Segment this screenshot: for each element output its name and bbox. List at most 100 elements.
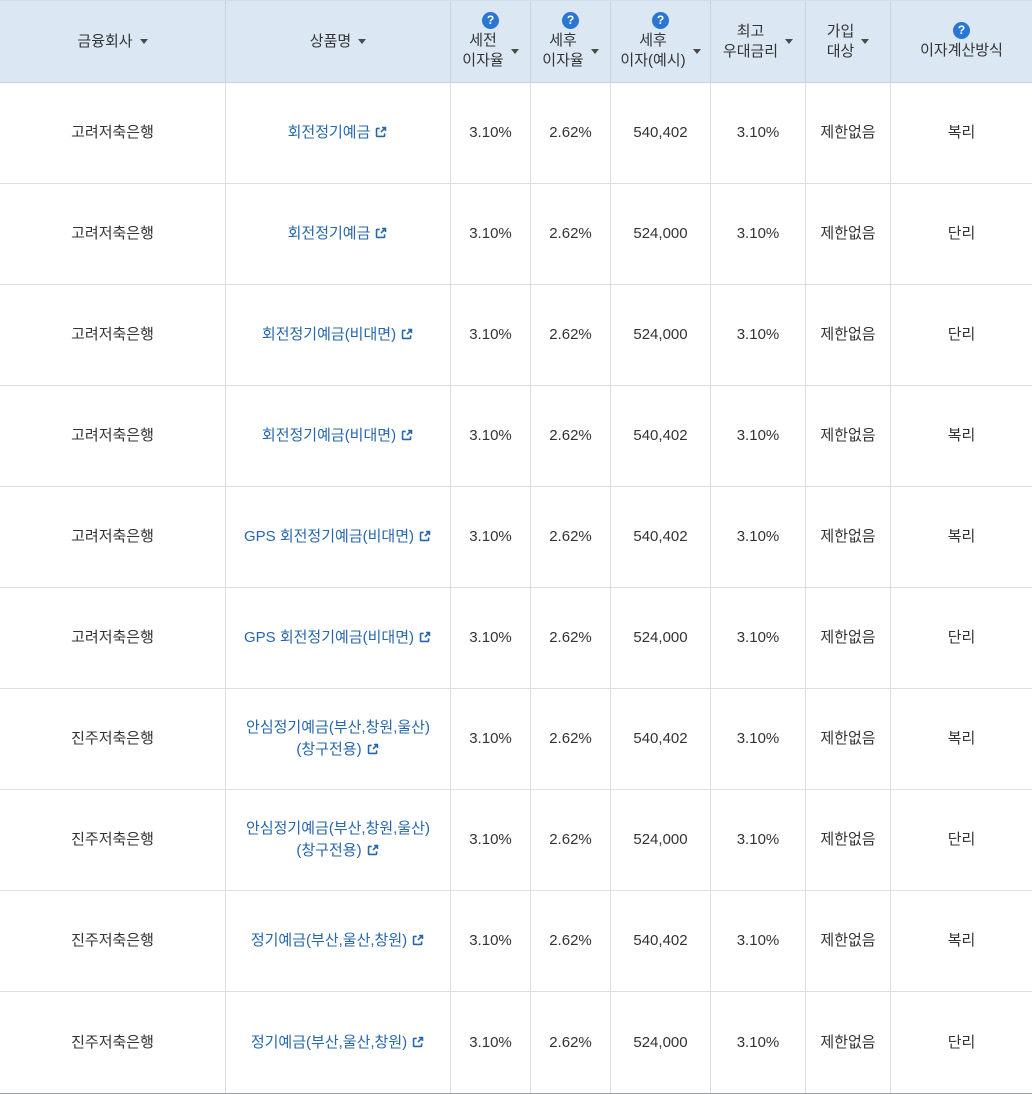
sort-descending-icon[interactable]	[692, 48, 701, 54]
cell-max-preferential-rate: 3.10%	[711, 487, 806, 587]
table-header-row: 금융회사 상품명? 세전 이자율? 세후 이자율? 세후 이자(예시) 최고 우대금리 가입 대상 ? 이…	[0, 1, 1032, 83]
external-link-icon[interactable]	[374, 125, 388, 139]
external-link-icon[interactable]	[374, 226, 388, 240]
cell-max-preferential-rate: 3.10%	[711, 891, 806, 991]
cell-pretax-rate: 3.10%	[451, 83, 531, 183]
external-link-icon[interactable]	[418, 529, 432, 543]
cell-product: 안심정기예금(부산,창원,울산) (창구전용)	[226, 790, 451, 890]
help-icon[interactable]: ?	[562, 12, 579, 29]
cell-posttax-rate: 2.62%	[531, 285, 611, 385]
cell-company: 고려저축은행	[0, 184, 226, 284]
column-header-product[interactable]: 상품명	[226, 1, 451, 82]
sort-descending-icon[interactable]	[510, 48, 519, 54]
cell-posttax-rate: 2.62%	[531, 588, 611, 688]
column-header-label: 세후 이자(예시)	[620, 32, 686, 69]
cell-product: GPS 회전정기예금(비대면)	[226, 487, 451, 587]
cell-eligibility: 제한없음	[806, 790, 891, 890]
column-header-eligibility[interactable]: 가입 대상	[806, 1, 891, 82]
cell-posttax-interest: 524,000	[611, 992, 711, 1093]
table-row: 진주저축은행 정기예금(부산,울산,창원) 3.10% 2.62% 540,402 3.1…	[0, 891, 1032, 992]
cell-pretax-rate: 3.10%	[451, 992, 531, 1093]
table-row: 고려저축은행 회전정기예금 3.10% 2.62% 540,402 3.10% 제한없음 복리	[0, 83, 1032, 184]
cell-company: 고려저축은행	[0, 386, 226, 486]
product-link[interactable]: 정기예금(부산,울산,창원)	[251, 930, 425, 952]
cell-product: 정기예금(부산,울산,창원)	[226, 992, 451, 1093]
cell-product: 회전정기예금	[226, 83, 451, 183]
cell-pretax-rate: 3.10%	[451, 689, 531, 789]
cell-interest-method: 복리	[947, 730, 976, 747]
cell-eligibility: 제한없음	[806, 285, 891, 385]
cell-eligibility: 제한없음	[806, 83, 891, 183]
cell-posttax-rate: 2.62%	[531, 689, 611, 789]
external-link-icon[interactable]	[411, 933, 425, 947]
cell-eligibility: 제한없음	[806, 891, 891, 991]
cell-company: 고려저축은행	[0, 83, 226, 183]
cell-posttax-interest: 524,000	[611, 588, 711, 688]
cell-max-preferential-rate: 3.10%	[711, 285, 806, 385]
product-link[interactable]: 회전정기예금	[288, 122, 389, 144]
column-header-label: 금융회사	[77, 32, 133, 50]
product-link[interactable]: 회전정기예금(비대면)	[262, 425, 414, 447]
cell-company: 진주저축은행	[0, 992, 226, 1093]
column-header-label: 가입 대상	[826, 22, 855, 60]
cell-company: 고려저축은행	[0, 285, 226, 385]
cell-interest-method: 단리	[947, 629, 976, 646]
product-link[interactable]: 안심정기예금(부산,창원,울산) (창구전용)	[246, 820, 430, 859]
cell-posttax-rate: 2.62%	[531, 184, 611, 284]
cell-interest-method: 복리	[947, 427, 976, 444]
cell-product: 회전정기예금	[226, 184, 451, 284]
cell-pretax-rate: 3.10%	[451, 184, 531, 284]
cell-posttax-interest: 540,402	[611, 83, 711, 183]
sort-descending-icon[interactable]	[590, 48, 599, 54]
product-link[interactable]: 안심정기예금(부산,창원,울산) (창구전용)	[246, 719, 430, 758]
cell-max-preferential-rate: 3.10%	[711, 184, 806, 284]
external-link-icon[interactable]	[400, 327, 414, 341]
product-link[interactable]: 회전정기예금(비대면)	[262, 324, 414, 346]
column-header-pretax-rate[interactable]: ? 세전 이자율	[451, 1, 531, 82]
cell-posttax-rate: 2.62%	[531, 386, 611, 486]
cell-pretax-rate: 3.10%	[451, 588, 531, 688]
cell-posttax-interest: 524,000	[611, 790, 711, 890]
cell-company: 고려저축은행	[0, 588, 226, 688]
help-icon[interactable]: ?	[652, 12, 669, 29]
column-header-posttax-interest[interactable]: ? 세후 이자(예시)	[611, 1, 711, 82]
cell-max-preferential-rate: 3.10%	[711, 790, 806, 890]
cell-posttax-rate: 2.62%	[531, 83, 611, 183]
help-icon[interactable]: ?	[482, 12, 499, 29]
column-header-interest-method[interactable]: ? 이자계산방식	[891, 1, 1032, 82]
cell-interest-method: 단리	[947, 1033, 976, 1051]
cell-posttax-interest: 540,402	[611, 487, 711, 587]
external-link-icon[interactable]	[418, 630, 432, 644]
column-header-posttax-rate[interactable]: ? 세후 이자율	[531, 1, 611, 82]
cell-pretax-rate: 3.10%	[451, 891, 531, 991]
cell-max-preferential-rate: 3.10%	[711, 992, 806, 1093]
cell-company: 고려저축은행	[0, 487, 226, 587]
column-header-company[interactable]: 금융회사	[0, 1, 226, 82]
help-icon[interactable]: ?	[953, 22, 970, 39]
cell-max-preferential-rate: 3.10%	[711, 83, 806, 183]
cell-company: 진주저축은행	[0, 689, 226, 789]
sort-descending-icon[interactable]	[139, 39, 148, 44]
sort-descending-icon[interactable]	[785, 39, 794, 44]
cell-product: 회전정기예금(비대면)	[226, 386, 451, 486]
external-link-icon[interactable]	[366, 843, 380, 857]
cell-posttax-interest: 524,000	[611, 285, 711, 385]
sort-descending-icon[interactable]	[861, 39, 870, 44]
cell-eligibility: 제한없음	[806, 184, 891, 284]
cell-product: 안심정기예금(부산,창원,울산) (창구전용)	[226, 689, 451, 789]
table-row: 고려저축은행 회전정기예금(비대면) 3.10% 2.62% 524,000 3.10% 제…	[0, 285, 1032, 386]
sort-descending-icon[interactable]	[358, 39, 367, 44]
external-link-icon[interactable]	[400, 428, 414, 442]
column-header-max-preferential-rate[interactable]: 최고 우대금리	[711, 1, 806, 82]
external-link-icon[interactable]	[366, 742, 380, 756]
cell-eligibility: 제한없음	[806, 588, 891, 688]
product-link[interactable]: GPS 회전정기예금(비대면)	[244, 627, 432, 649]
cell-max-preferential-rate: 3.10%	[711, 386, 806, 486]
cell-posttax-rate: 2.62%	[531, 790, 611, 890]
product-link[interactable]: 회전정기예금	[288, 223, 389, 245]
column-header-label: 최고 우대금리	[722, 22, 779, 60]
external-link-icon[interactable]	[411, 1035, 425, 1049]
product-link[interactable]: GPS 회전정기예금(비대면)	[244, 526, 432, 548]
product-link[interactable]: 정기예금(부산,울산,창원)	[251, 1032, 425, 1054]
